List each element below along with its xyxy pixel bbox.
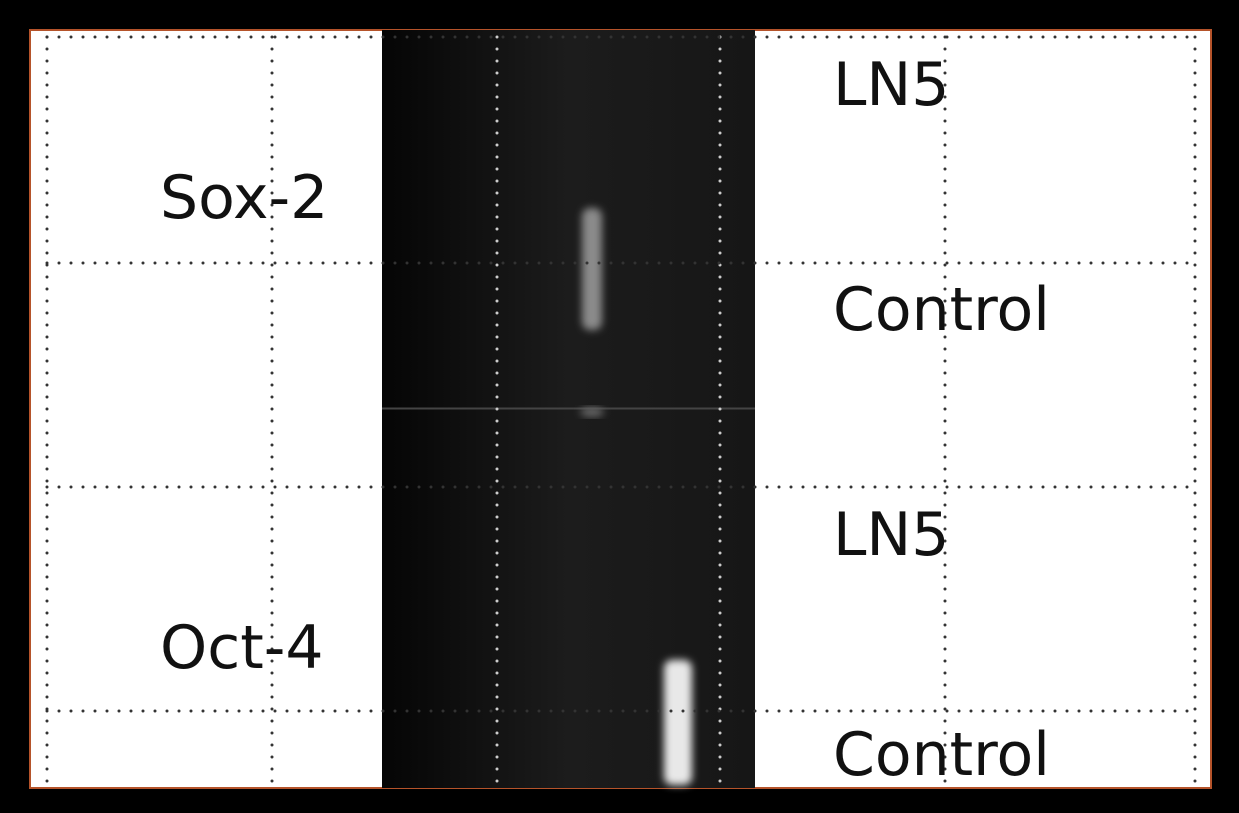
band xyxy=(582,208,602,330)
band xyxy=(664,660,692,785)
lane-label: LN5 xyxy=(833,50,949,120)
lane-label: Control xyxy=(833,275,1050,345)
band xyxy=(580,407,604,417)
gene-label: Sox-2 xyxy=(160,163,328,233)
gel-top xyxy=(382,30,755,408)
gene-label: Oct-4 xyxy=(160,613,324,683)
lane-label: LN5 xyxy=(833,500,949,570)
lane-label: Control xyxy=(833,720,1050,790)
page: Sox-2 Oct-4 LN5 Control LN5 Control (() … xyxy=(0,0,1239,813)
gel-bottom xyxy=(382,409,755,788)
gel xyxy=(382,30,755,788)
figure: Sox-2 Oct-4 LN5 Control LN5 Control xyxy=(0,0,1239,813)
